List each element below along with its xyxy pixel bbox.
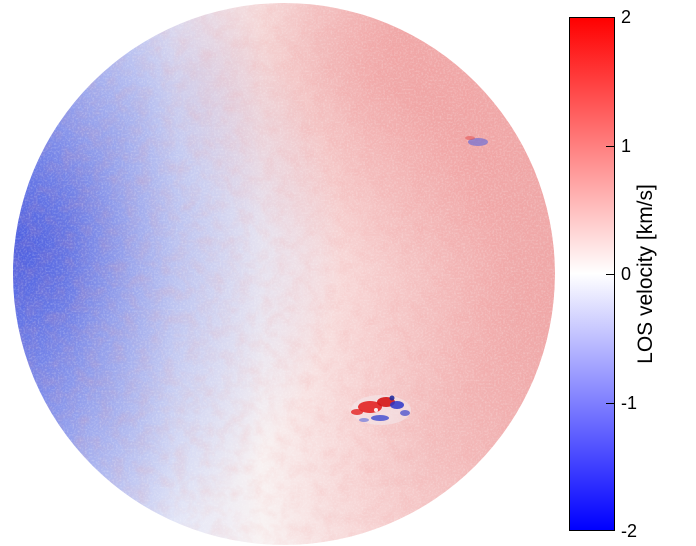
limb-brightening (13, 3, 555, 545)
colorbar-tick-1 (606, 145, 615, 147)
colorbar-tick-2 (606, 274, 615, 275)
colorbar: LOS velocity [km/s] 2 1 0 -1 -2 (560, 0, 696, 546)
colorbar-title: LOS velocity [km/s] (634, 184, 657, 364)
colorbar-tick-label-2: 0 (621, 264, 632, 284)
solar-disk-dopplergram (13, 3, 555, 545)
colorbar-tick-label-4: -2 (621, 521, 638, 541)
colorbar-tick-3 (606, 402, 615, 404)
active-region-limb (465, 136, 488, 146)
colorbar-tick-label-0: 2 (621, 7, 632, 27)
colorbar-tick-label-1: 1 (621, 135, 632, 156)
colorbar-tick-label-3: -1 (621, 392, 638, 413)
sunspot-active-region (351, 395, 411, 425)
